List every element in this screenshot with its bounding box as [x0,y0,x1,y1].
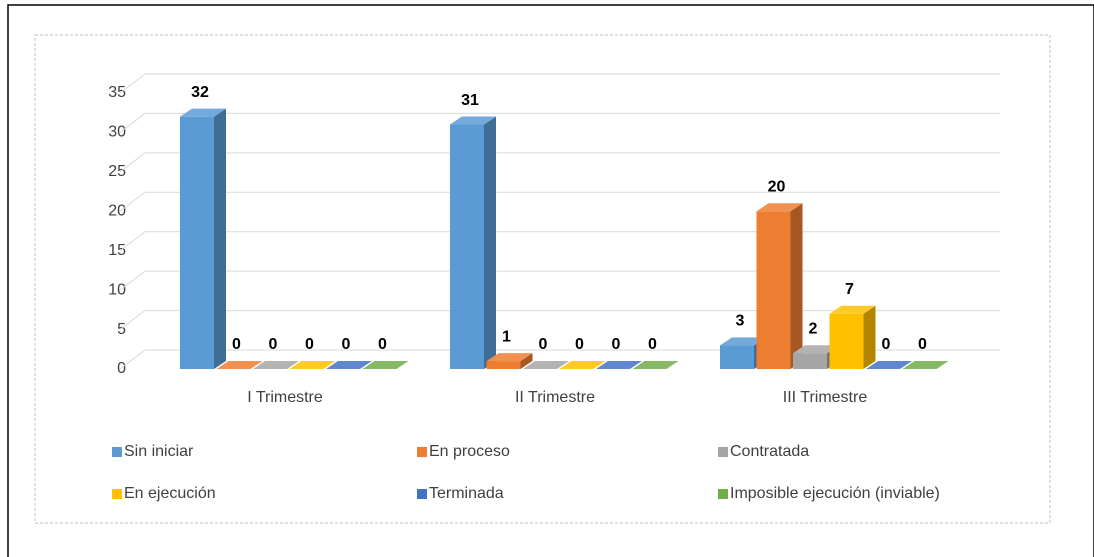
value-label: 3 [736,313,745,330]
bar-top [559,361,606,369]
y-tick-label: 35 [108,84,126,101]
value-label: 0 [918,336,927,353]
grid-side [119,310,146,330]
bar-top [523,361,569,369]
grid-side [119,113,146,133]
bar-top [793,345,839,354]
bar [720,345,754,369]
value-label: 32 [191,84,209,101]
legend-swatch [112,489,122,499]
bar-top [486,353,533,362]
value-label: 0 [378,336,387,353]
y-tick-label: 10 [108,281,126,298]
chart-area [34,34,1051,524]
value-label: 0 [539,336,548,353]
x-tick-label: II Trimestre [515,389,595,406]
legend-swatch [417,447,427,457]
legend-swatch [718,489,728,499]
bar-top [253,361,299,369]
bar [793,353,827,369]
x-tick-label: III Trimestre [783,389,868,406]
bar-top [326,361,372,369]
value-label: 31 [461,92,479,109]
bar-top [362,361,409,369]
bar-top [829,305,876,314]
bar [756,211,791,369]
y-tick-label: 25 [108,163,126,180]
bar-top [866,361,912,369]
y-tick-label: 20 [108,203,126,220]
value-label: 0 [575,336,584,353]
bar [829,313,864,369]
legend-label: Contratada [730,443,809,460]
bar-top [902,361,949,369]
grid-side [119,270,146,291]
x-tick-label: I Trimestre [247,389,323,406]
value-label: 2 [809,320,818,337]
grid-side [119,73,146,94]
value-label: 0 [648,336,657,353]
grid-side [119,152,146,173]
value-label: 0 [305,336,314,353]
y-tick-label: 0 [117,360,126,377]
bar-top [450,116,496,125]
bar-top [596,361,642,369]
bar-side [790,203,803,369]
legend-swatch [112,447,122,457]
bar-top [289,361,336,369]
value-label: 0 [269,336,278,353]
bar-top [756,203,803,212]
bar-top [632,361,679,369]
legend-label: En proceso [429,443,510,460]
value-label: 0 [232,336,241,353]
legend-swatch [718,447,728,457]
bar-side [214,108,226,370]
bar-top [216,361,263,369]
legend-label: Sin iniciar [124,443,194,460]
value-label: 0 [882,336,891,353]
y-tick-label: 15 [108,242,126,259]
bar-side [863,305,876,369]
frame [7,4,1094,557]
value-label: 20 [768,179,786,196]
y-tick-label: 30 [108,124,126,141]
value-label: 0 [342,336,351,353]
legend-label: Imposible ejecución (inviable) [730,485,940,502]
bar-side [520,353,533,369]
value-label: 1 [502,328,511,345]
grid-side [119,349,146,370]
bar [180,116,214,370]
bar [450,124,484,370]
grid-side [119,231,146,252]
legend-label: Terminada [429,485,504,502]
bar-top [720,337,766,346]
grid-side [119,191,146,212]
y-tick-label: 5 [117,321,126,338]
value-label: 0 [612,336,621,353]
legend-swatch [417,489,427,499]
bar-side [484,116,496,370]
bar-top [180,108,226,117]
bar [486,361,521,369]
value-label: 7 [845,281,854,298]
legend-label: En ejecución [124,485,216,502]
